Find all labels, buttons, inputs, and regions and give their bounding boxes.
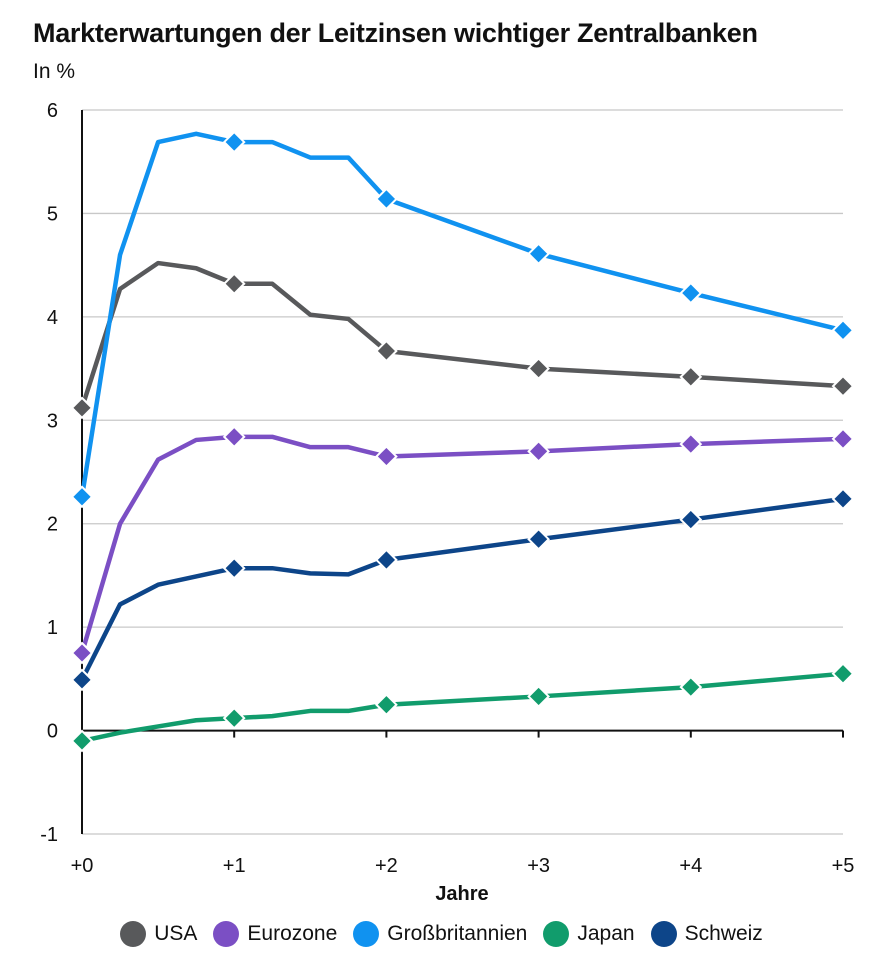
- legend-label: Eurozone: [247, 922, 338, 945]
- legend: USA Eurozone Großbritannien Japan Schweiz: [0, 921, 883, 947]
- y-tick-label: 1: [47, 617, 58, 639]
- data-point-marker: [831, 318, 855, 342]
- data-point-marker: [374, 445, 398, 468]
- legend-swatch-icon: [213, 921, 240, 947]
- data-point-marker: [374, 548, 398, 572]
- data-point-marker: [374, 187, 398, 211]
- legend-item: Schweiz: [650, 921, 763, 947]
- x-tick-label: +2: [375, 855, 398, 877]
- series-usa: [70, 260, 855, 420]
- x-tick-label: +1: [223, 855, 246, 877]
- y-tick-label: -1: [40, 824, 58, 846]
- series-schweiz: [70, 487, 855, 692]
- chart-subtitle: In %: [33, 60, 76, 83]
- axes: [81, 110, 844, 834]
- data-point-marker: [679, 281, 703, 305]
- data-point-marker: [222, 706, 246, 730]
- data-point-marker: [527, 242, 551, 266]
- legend-item: USA: [120, 921, 197, 947]
- data-point-marker: [70, 396, 94, 420]
- y-tick-label: 4: [47, 307, 58, 329]
- data-point-marker: [70, 729, 94, 753]
- y-tick-label: 6: [47, 100, 58, 122]
- legend-item: Großbritannien: [353, 921, 527, 947]
- data-point-marker: [222, 130, 246, 154]
- series-eurozone: [70, 425, 855, 665]
- series-line: [79, 260, 844, 409]
- x-tick-label: +3: [527, 855, 550, 877]
- data-point-marker: [222, 425, 246, 449]
- y-tick-label: 2: [47, 514, 58, 536]
- data-point-marker: [679, 675, 703, 699]
- tick-labels: -1 0 1 2 3 4 5 6 +0 +1 +2 +3 +4 +5: [40, 100, 854, 877]
- data-point-marker: [831, 662, 855, 686]
- data-point-marker: [374, 693, 398, 717]
- data-point-marker: [70, 641, 94, 665]
- y-tick-label: 0: [47, 721, 58, 743]
- data-point-marker: [527, 685, 551, 708]
- data-point-marker: [679, 365, 703, 389]
- legend-item: Japan: [543, 921, 635, 947]
- x-tick-label: +0: [71, 855, 94, 877]
- gridlines: [82, 109, 843, 835]
- data-point-marker: [831, 427, 855, 451]
- legend-swatch-icon: [120, 921, 147, 947]
- legend-label: Japan: [577, 922, 635, 945]
- series-line: [79, 434, 844, 654]
- data-point-marker: [70, 485, 94, 509]
- legend-label: USA: [154, 922, 198, 945]
- x-tick-label: +4: [679, 855, 702, 877]
- legend-label: Großbritannien: [387, 922, 528, 945]
- data-point-marker: [222, 556, 246, 580]
- legend-item: Eurozone: [213, 921, 337, 947]
- x-tick-label: +5: [832, 855, 855, 877]
- y-tick-label: 3: [47, 410, 58, 432]
- data-point-marker: [679, 432, 703, 456]
- legend-swatch-icon: [353, 921, 380, 947]
- data-point-marker: [374, 339, 398, 363]
- data-point-marker: [70, 668, 94, 692]
- data-point-marker: [831, 374, 855, 398]
- x-axis-title: Jahre: [435, 883, 488, 905]
- legend-swatch-icon: [650, 921, 677, 947]
- series-line: [79, 496, 844, 681]
- data-point-marker: [831, 487, 855, 511]
- series-japan: [70, 662, 855, 753]
- legend-label: Schweiz: [684, 922, 763, 945]
- data-point-marker: [679, 508, 703, 531]
- data-point-marker: [527, 439, 551, 463]
- data-point-marker: [222, 272, 246, 296]
- series-großbritannien: [70, 130, 855, 509]
- series-lines: [70, 130, 855, 753]
- y-tick-label: 5: [47, 203, 58, 225]
- legend-swatch-icon: [543, 921, 570, 947]
- data-point-marker: [527, 527, 551, 551]
- data-point-marker: [527, 357, 551, 380]
- series-line: [79, 131, 844, 498]
- series-line: [81, 671, 844, 744]
- chart-title: Markterwartungen der Leitzinsen wichtige…: [33, 18, 758, 48]
